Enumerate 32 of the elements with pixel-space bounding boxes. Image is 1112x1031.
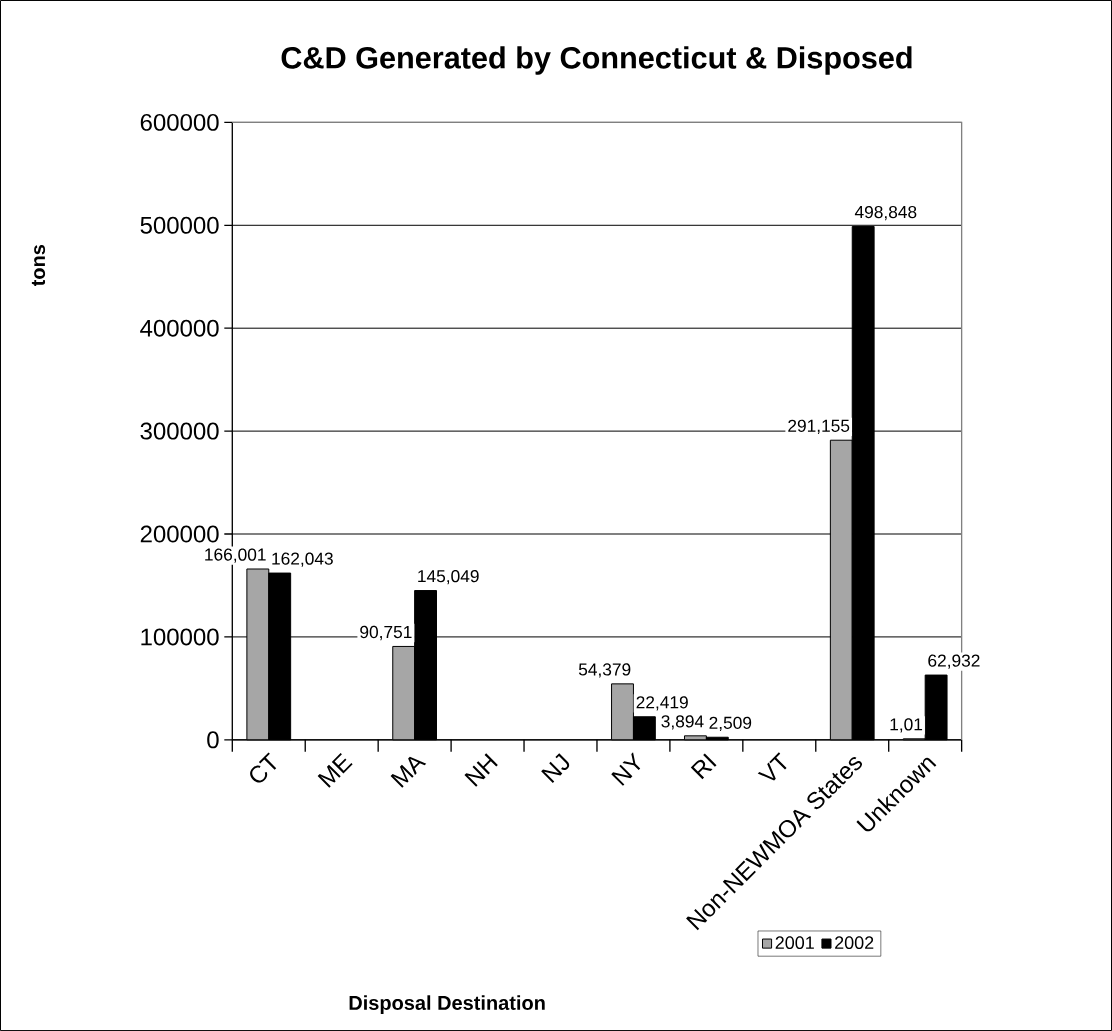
x-tick-label: ME [317, 752, 353, 788]
y-tick-label: 600000 [140, 113, 219, 131]
data-label: 54,379 [578, 663, 631, 678]
y-tick-label: 0 [207, 731, 219, 749]
legend-label: 2001 [775, 936, 814, 949]
x-axis-title: Disposal Destination [349, 995, 545, 1014]
data-label: 62,932 [928, 654, 980, 669]
x-tick-label: NY [611, 752, 641, 786]
y-axis-title: tons [31, 244, 46, 287]
data-label: 3,894 [661, 715, 704, 730]
data-label: 2,509 [709, 716, 752, 731]
data-label: 291,155 [788, 419, 850, 434]
data-label: 162,043 [272, 552, 333, 567]
x-tick-label: NJ [541, 753, 570, 783]
y-tick-label: 100000 [141, 628, 219, 646]
x-tick-label: CT [250, 752, 277, 783]
data-label: 90,751 [360, 625, 412, 641]
legend-label: 2002 [835, 936, 874, 949]
x-tick-label: NH [464, 753, 498, 787]
data-label: 166,001 [205, 548, 266, 563]
y-tick-label: 300000 [140, 422, 219, 440]
y-tick-label: 400000 [140, 319, 219, 337]
x-tick-label: MA [390, 756, 427, 788]
data-label: 22,419 [636, 696, 688, 711]
x-tick-label: RI [690, 753, 717, 780]
data-label: 145,049 [418, 569, 479, 585]
y-tick-label: 200000 [140, 525, 219, 543]
annotation: 1,01 [890, 718, 923, 733]
chart-title: C&D Generated by Connecticut & Disposed [281, 46, 912, 75]
y-tick-label: 500000 [140, 216, 219, 234]
data-label: 498,848 [854, 205, 917, 221]
x-tick-label: VT [757, 752, 787, 781]
